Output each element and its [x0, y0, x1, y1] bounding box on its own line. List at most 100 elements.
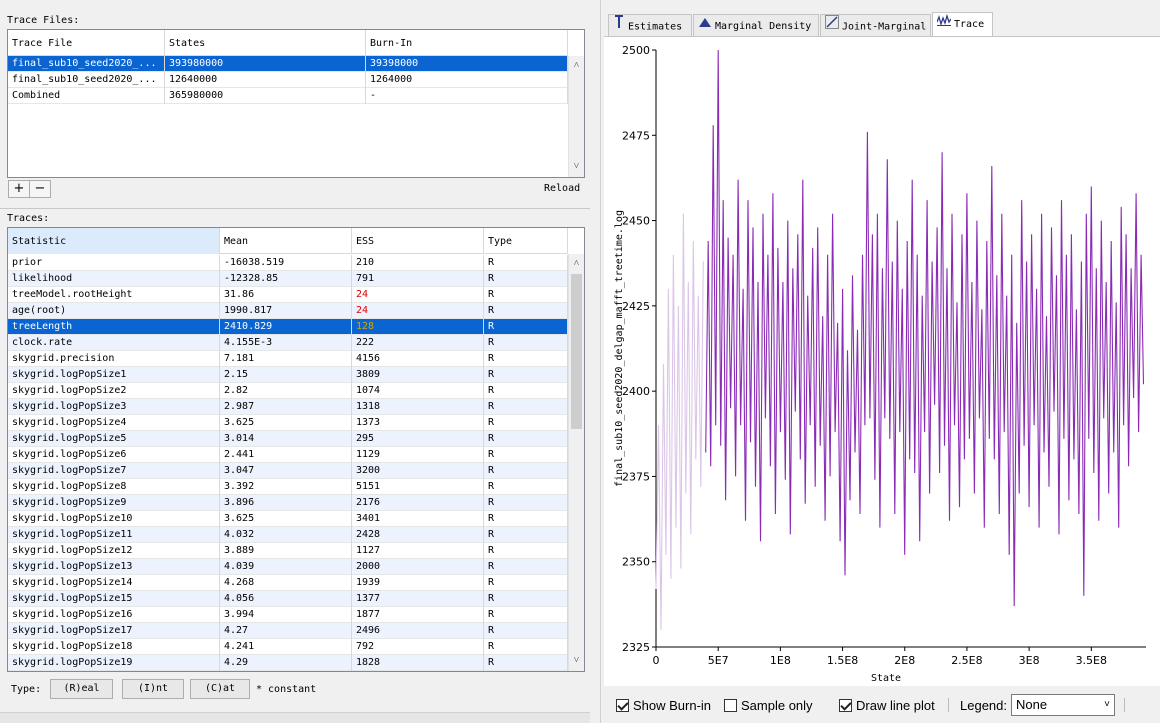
tab-marginal-density[interactable]: Marginal Density — [693, 14, 819, 36]
trace-file-burnin[interactable]: 39398000 — [366, 56, 568, 72]
column-header-trace-file[interactable]: Trace File — [8, 30, 165, 56]
trace-mean: 7.181 — [220, 351, 352, 367]
trace-ess: 2428 — [352, 527, 484, 543]
trace-row[interactable]: likelihood -12328.85 791 R — [8, 271, 568, 287]
trace-mean: 4.241 — [220, 639, 352, 655]
add-trace-file-button[interactable]: + — [8, 180, 30, 198]
trace-row[interactable]: skygrid.logPopSize3 2.987 1318 R — [8, 399, 568, 415]
trace-mean: 3.392 — [220, 479, 352, 495]
column-header-states[interactable]: States — [165, 30, 366, 56]
trace-mean: 4.29 — [220, 655, 352, 671]
column-header-type[interactable]: Type — [484, 228, 568, 254]
trace-row[interactable]: skygrid.logPopSize12 3.889 1127 R — [8, 543, 568, 559]
trace-statistic: skygrid.logPopSize17 — [8, 623, 220, 639]
trace-statistic: skygrid.logPopSize1 — [8, 367, 220, 383]
trace-mean: 3.625 — [220, 415, 352, 431]
trace-ess: 1129 — [352, 447, 484, 463]
trace-type: R — [484, 415, 568, 431]
draw-line-plot-checkbox[interactable]: Draw line plot — [839, 697, 935, 715]
trace-row[interactable]: skygrid.logPopSize4 3.625 1373 R — [8, 415, 568, 431]
trace-mean: 4.056 — [220, 591, 352, 607]
trace-statistic: treeLength — [8, 319, 220, 335]
scroll-down-icon[interactable]: ˅ — [573, 161, 580, 172]
show-burnin-checkbox[interactable]: Show Burn-in — [616, 697, 711, 715]
reload-button[interactable]: Reload — [544, 183, 581, 194]
trace-row[interactable]: skygrid.logPopSize1 2.15 3809 R — [8, 367, 568, 383]
trace-row[interactable]: skygrid.logPopSize6 2.441 1129 R — [8, 447, 568, 463]
trace-type: R — [484, 479, 568, 495]
trace-statistic: likelihood — [8, 271, 220, 287]
trace-statistic: skygrid.logPopSize15 — [8, 591, 220, 607]
trace-ess: 5151 — [352, 479, 484, 495]
trace-mean: 3.994 — [220, 607, 352, 623]
trace-mean: 1990.817 — [220, 303, 352, 319]
trace-mean: -16038.519 — [220, 255, 352, 271]
trace-ess: 222 — [352, 335, 484, 351]
trace-row[interactable]: prior -16038.519 210 R — [8, 255, 568, 271]
legend-select[interactable]: None ˅ — [1011, 694, 1115, 716]
trace-statistic: treeModel.rootHeight — [8, 287, 220, 303]
scroll-up-icon[interactable]: ˄ — [573, 60, 580, 71]
trace-row[interactable]: skygrid.logPopSize11 4.032 2428 R — [8, 527, 568, 543]
trace-type: R — [484, 607, 568, 623]
trace-statistic: skygrid.logPopSize5 — [8, 431, 220, 447]
cat-type-button[interactable]: (C)at — [190, 679, 250, 699]
trace-mean: 3.625 — [220, 511, 352, 527]
y-axis-label: final_sub10_seed2020_delgap_mafft_treeti… — [614, 210, 625, 487]
tab-estimates[interactable]: Estimates — [608, 14, 692, 36]
traces-scrollbar[interactable]: ˄ ˅ — [568, 254, 584, 671]
real-type-button[interactable]: (R)eal — [50, 679, 113, 699]
trace-row[interactable]: skygrid.logPopSize13 4.039 2000 R — [8, 559, 568, 575]
trace-row[interactable]: skygrid.precision 7.181 4156 R — [8, 351, 568, 367]
trace-row[interactable]: skygrid.logPopSize17 4.27 2496 R — [8, 623, 568, 639]
trace-row[interactable]: treeModel.rootHeight 31.86 24 R — [8, 287, 568, 303]
column-header-statistic[interactable]: Statistic — [8, 228, 220, 254]
column-header-mean[interactable]: Mean — [220, 228, 352, 254]
trace-row[interactable]: skygrid.logPopSize10 3.625 3401 R — [8, 511, 568, 527]
trace-row[interactable]: skygrid.logPopSize18 4.241 792 R — [8, 639, 568, 655]
trace-row[interactable]: skygrid.logPopSize9 3.896 2176 R — [8, 495, 568, 511]
tab-trace[interactable]: Trace — [932, 12, 993, 37]
trace-row[interactable]: clock.rate 4.155E-3 222 R — [8, 335, 568, 351]
column-header-burnin[interactable]: Burn-In — [366, 30, 568, 56]
trace-statistic: skygrid.logPopSize4 — [8, 415, 220, 431]
column-header-ess[interactable]: ESS — [352, 228, 484, 254]
traces-label: Traces: — [7, 213, 50, 224]
x-tick-label: 3E8 — [1019, 654, 1040, 667]
trace-row[interactable]: skygrid.logPopSize15 4.056 1377 R — [8, 591, 568, 607]
trace-row[interactable]: skygrid.logPopSize2 2.82 1074 R — [8, 383, 568, 399]
scroll-thumb[interactable] — [571, 274, 582, 429]
trace-row[interactable]: skygrid.logPopSize16 3.994 1877 R — [8, 607, 568, 623]
trace-row[interactable]: skygrid.logPopSize5 3.014 295 R — [8, 431, 568, 447]
trace-statistic: skygrid.logPopSize11 — [8, 527, 220, 543]
tab-joint-marginal[interactable]: Joint-Marginal — [820, 14, 931, 36]
trace-plot-panel: 2325 2350 2375 2400 2425 2450 2475 2500 0 5E7 1E8 1… — [604, 36, 1160, 686]
trace-row[interactable]: skygrid.logPopSize14 4.268 1939 R — [8, 575, 568, 591]
trace-file-row[interactable]: Combined 365980000 - — [8, 88, 568, 104]
trace-type: R — [484, 383, 568, 399]
trace-row[interactable]: skygrid.logPopSize8 3.392 5151 R — [8, 479, 568, 495]
divider[interactable] — [0, 208, 590, 209]
scroll-down-icon[interactable]: ˅ — [573, 655, 580, 666]
trace-type: R — [484, 527, 568, 543]
trace-file-row[interactable]: final_sub10_seed2020_... 393980000 39398… — [8, 56, 568, 72]
trace-file-row[interactable]: final_sub10_seed2020_... 12640000 126400… — [8, 72, 568, 88]
trace-ess: 2496 — [352, 623, 484, 639]
trace-statistic: skygrid.precision — [8, 351, 220, 367]
scroll-up-icon[interactable]: ˄ — [573, 258, 580, 269]
trace-type: R — [484, 559, 568, 575]
trace-files-scrollbar[interactable]: ˄ ˅ — [568, 56, 584, 177]
y-tick-label: 2375 — [622, 470, 650, 483]
trace-row[interactable]: age(root) 1990.817 24 R — [8, 303, 568, 319]
trace-row[interactable]: skygrid.logPopSize7 3.047 3200 R — [8, 463, 568, 479]
y-tick-label: 2500 — [622, 44, 650, 57]
remove-trace-file-button[interactable]: − — [29, 180, 51, 198]
trace-ess: 295 — [352, 431, 484, 447]
trace-file-burnin[interactable]: 1264000 — [366, 72, 568, 88]
int-type-button[interactable]: (I)nt — [122, 679, 184, 699]
trace-row[interactable]: skygrid.logPopSize19 4.29 1828 R — [8, 655, 568, 671]
sample-only-checkbox[interactable]: Sample only — [724, 697, 813, 715]
trace-row[interactable]: treeLength 2410.829 128 R — [8, 319, 568, 335]
trace-file-burnin: - — [366, 88, 568, 104]
trace-mean: 4.032 — [220, 527, 352, 543]
